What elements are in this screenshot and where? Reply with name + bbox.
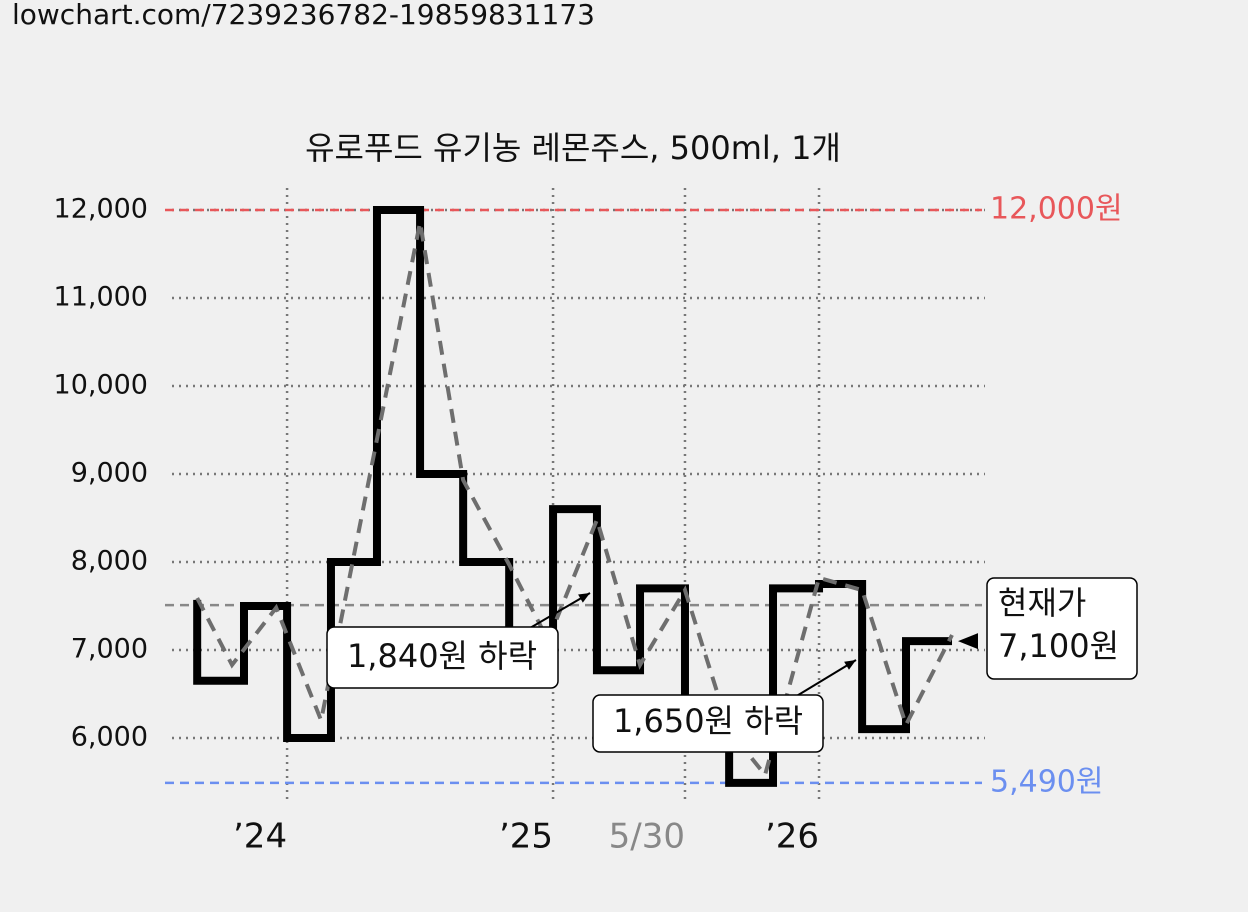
annotation-box bbox=[986, 577, 1138, 680]
url: lowchart.com/7239236782-19859831173 bbox=[12, 0, 595, 31]
price-step-line bbox=[193, 205, 953, 787]
reference-label: 12,000원 bbox=[990, 191, 1123, 226]
y-tick-label: 8,000 bbox=[71, 545, 148, 576]
current-price-value: 7,100원 bbox=[998, 627, 1119, 665]
y-tick-label: 12,000 bbox=[54, 193, 148, 224]
trend-line bbox=[195, 221, 954, 780]
arrow-head bbox=[844, 660, 856, 670]
arrow-line bbox=[529, 592, 591, 629]
annotation: 1,840원 하락 bbox=[347, 637, 537, 675]
chart-title: 유로푸드 유기농 레몬주스, 500ml, 1개 bbox=[305, 129, 841, 167]
annotation-box bbox=[326, 626, 559, 689]
x-tick-label: 5/30 bbox=[609, 817, 685, 857]
annotation-box bbox=[592, 694, 824, 753]
y-tick-label: 11,000 bbox=[54, 281, 148, 312]
y-tick-label: 6,000 bbox=[71, 721, 148, 752]
arrow-head bbox=[578, 593, 590, 603]
current-price-pointer bbox=[958, 633, 978, 650]
x-tick-label: ’25 bbox=[499, 817, 553, 857]
annotation: 1,650원 하락 bbox=[613, 702, 803, 740]
x-tick-label: ’26 bbox=[765, 817, 819, 857]
x-tick-label: ’24 bbox=[233, 817, 287, 857]
current-price-label: 현재가 bbox=[998, 584, 1086, 622]
reference-label: 5,490원 bbox=[990, 764, 1103, 799]
y-tick-label: 9,000 bbox=[71, 457, 148, 488]
y-tick-label: 7,000 bbox=[71, 633, 148, 664]
arrow-line bbox=[789, 659, 857, 701]
y-tick-label: 10,000 bbox=[54, 369, 148, 400]
